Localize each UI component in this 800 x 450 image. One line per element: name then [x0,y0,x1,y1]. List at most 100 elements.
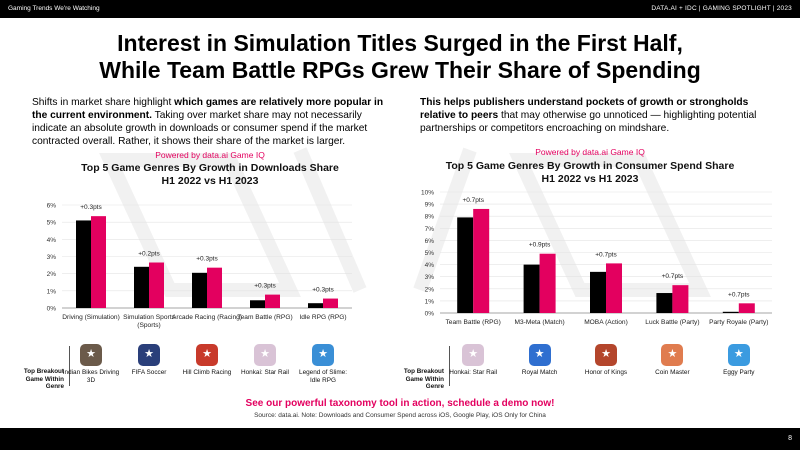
downloads-bar-h1-2022 [76,220,91,308]
spend-category-label: M3-Meta (Match) [514,319,564,326]
downloads-y-tick-label: 4% [47,237,57,244]
page-title: Interest in Simulation Titles Surged in … [0,30,800,84]
spend-bar-h1-2022 [590,271,606,313]
spend-data-label: +0.7pts [662,273,684,280]
right-chart-subtitle: H1 2022 vs H1 2023 [541,173,639,185]
downloads-data-label: +0.2pts [138,251,160,258]
title-line-2: While Team Battle RPGs Grew Their Share … [99,57,701,83]
warrior-icon: ★ [595,344,617,366]
downloads-data-label: +0.3pts [196,256,218,263]
spend-breakout-game: ★ Honkai: Star Rail [443,344,503,377]
spend-breakout-game-name: Honkai: Star Rail [449,369,498,376]
downloads-y-tick-label: 6% [47,203,57,210]
spend-bar-h1-2023 [738,303,755,313]
spend-breakout-game-name: Honor of Kings [584,369,628,376]
right-breakout-label: Top Breakout Game Within Genre [403,368,444,390]
spend-breakout-game-name: Royal Match [521,369,558,376]
downloads-bar-h1-2023 [323,298,338,308]
downloads-bar-h1-2022 [308,303,323,308]
downloads-breakout-game: ★ Honkai: Star Rail [235,344,295,377]
left-chart-title-text: Top 5 Game Genres By Growth in Downloads… [81,162,339,174]
downloads-breakout-game-name: Hill Climb Racing [182,369,232,376]
left-text-bold: which games are relatively more popular … [32,97,384,121]
source-note: Source: data.ai. Note: Downloads and Con… [254,412,546,419]
spend-breakout-game-name: Eggy Party [723,369,755,376]
spend-y-tick-label: 8% [425,214,435,221]
spend-breakout-game: ★ Eggy Party [709,344,769,377]
section-label: Gaming Trends We're Watching [8,5,100,12]
spend-category-label: Party Royale (Party) [709,319,768,326]
spend-y-tick-label: 0% [425,311,435,318]
spend-y-tick-label: 9% [425,202,435,209]
downloads-bar-h1-2023 [149,262,164,308]
character-icon: ★ [254,344,276,366]
right-description: This helps publishers understand pockets… [420,96,780,135]
spend-bar-h1-2023 [606,263,622,313]
egg-icon: ★ [727,344,750,366]
king-icon: ★ [528,344,551,366]
downloads-y-tick-label: 2% [47,271,57,278]
spend-data-label: +0.7pts [595,251,617,258]
spend-y-tick-label: 5% [425,250,435,257]
downloads-breakout-game-name: Honkai: Star Rail [241,369,289,376]
pig-icon: ★ [661,344,684,366]
spend-y-tick-label: 3% [425,274,435,281]
left-chart-subtitle: H1 2022 vs H1 2023 [161,175,259,187]
motorbike-icon: ★ [80,344,102,366]
spend-bar-h1-2022 [722,311,739,313]
spend-data-label: +0.9pts [529,242,551,249]
right-text-bold: This helps publishers understand pockets… [420,97,749,121]
spend-breakout-game-name: Coin Master [655,369,690,376]
downloads-y-tick-label: 0% [47,306,57,313]
downloads-y-tick-label: 1% [47,288,57,295]
spend-bar-h1-2023 [473,208,490,313]
spend-bar-h1-2023 [539,253,556,313]
left-chart-title: Top 5 Game Genres By Growth in Downloads… [40,162,380,188]
downloads-category-label: Team Battle (RPG) [237,314,292,321]
title-line-1: Interest in Simulation Titles Surged in … [117,30,683,56]
downloads-data-label: +0.3pts [254,283,276,290]
downloads-bar-h1-2022 [192,272,207,308]
spend-bar-h1-2022 [457,217,474,313]
spend-y-tick-label: 1% [425,298,435,305]
spend-y-tick-label: 4% [425,262,435,269]
left-breakout-divider [69,346,70,386]
spend-y-tick-label: 10% [421,190,434,197]
downloads-breakout-game: ★ Legend of Slime: Idle RPG [293,344,353,384]
downloads-category-label: Idle RPG (RPG) [299,314,346,321]
left-breakout-label: Top Breakout Game Within Genre [23,368,64,390]
slime-icon: ★ [312,344,334,366]
spend-category-label: Team Battle (RPG) [446,319,501,326]
character-icon: ★ [462,344,485,366]
powered-by-left: Powered by data.ai Game IQ [155,150,265,160]
top-bar: Gaming Trends We're Watching DATA.AI + I… [0,0,800,18]
spend-y-tick-label: 7% [425,226,435,233]
demo-cta-link[interactable]: See our powerful taxonomy tool in action… [245,398,555,409]
downloads-data-label: +0.3pts [80,204,102,211]
downloads-y-tick-label: 5% [47,220,57,227]
spend-data-label: +0.7pts [728,291,750,298]
left-description: Shifts in market share highlight which g… [32,96,392,148]
soccer-icon: ★ [138,344,160,366]
car-icon: ★ [196,344,218,366]
left-text-2: Taking over market share may not necessa… [32,110,368,147]
downloads-category-label: Driving (Simulation) [62,314,120,321]
downloads-bar-h1-2022 [250,300,265,308]
spend-bar-h1-2022 [656,293,673,313]
downloads-breakout-game: ★ Hill Climb Racing [177,344,237,377]
downloads-category-label: Arcade Racing (Racing) [172,314,242,321]
page-number: 8 [788,435,792,442]
downloads-breakout-game-name: Indian Bikes Driving 3D [62,369,120,384]
downloads-data-label: +0.3pts [312,287,334,294]
downloads-breakout-game-name: FIFA Soccer [131,369,167,376]
spend-bar-h1-2023 [672,285,689,313]
bottom-bar: 8 [0,428,800,450]
downloads-bar-h1-2022 [134,266,149,308]
spend-breakout-game: ★ Coin Master [642,344,702,377]
right-chart-title-text: Top 5 Game Genres By Growth in Consumer … [445,160,735,172]
downloads-breakout-game: ★ Indian Bikes Driving 3D [61,344,121,384]
downloads-category-label: Simulation Sports (Sports) [123,314,175,329]
spend-category-label: MOBA (Action) [584,319,628,326]
